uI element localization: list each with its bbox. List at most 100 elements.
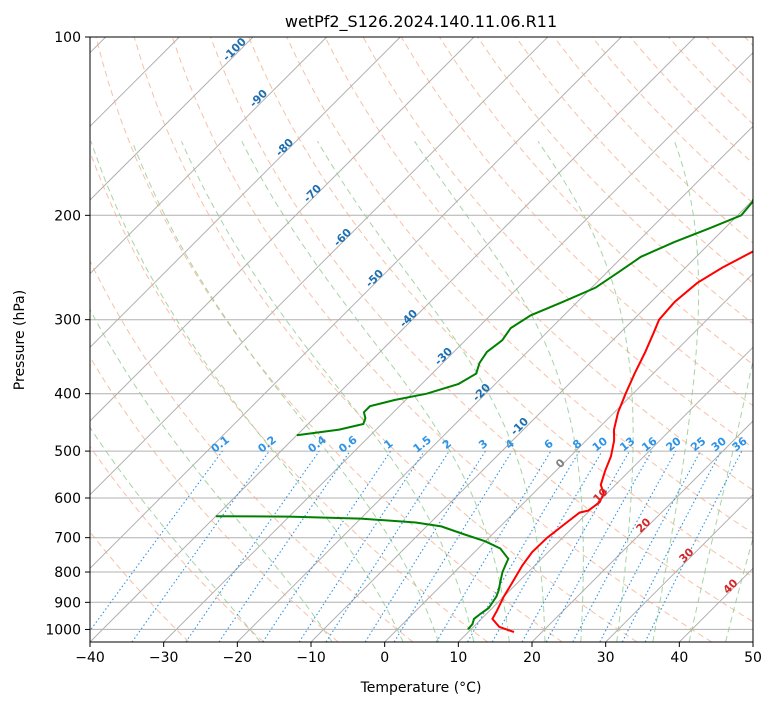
moist-adiabat-line xyxy=(90,308,333,642)
mixing-ratio-line xyxy=(298,450,425,642)
dewpoint-profile xyxy=(215,197,753,631)
moist-adiabat-line xyxy=(317,141,546,642)
x-tick-label: 40 xyxy=(670,650,688,666)
plot-frame xyxy=(89,36,754,643)
temperature-profile xyxy=(491,250,753,633)
grid-layer xyxy=(90,37,753,642)
y-tick-label: 500 xyxy=(54,444,81,460)
dry-adiabat-label: -10 xyxy=(508,415,531,438)
dry-adiabat-line xyxy=(706,37,753,86)
y-tick-label: 700 xyxy=(54,531,81,547)
dry-adiabat-label: -70 xyxy=(301,182,324,205)
isotherm-line xyxy=(457,346,753,642)
mixing-ratio-line xyxy=(262,450,392,642)
isotherm-line xyxy=(531,420,753,642)
isotherm-line xyxy=(236,125,753,642)
y-axis-label: Pressure (hPa) xyxy=(12,290,28,390)
dry-adiabat-label: -60 xyxy=(331,226,354,249)
dry-adiabat-label: -80 xyxy=(273,136,296,159)
axis-layer: −40 −30 −20 −10 0 10 20 30 40 5010009008007006005… xyxy=(45,30,762,666)
mixing-ratio-label: 0.6 xyxy=(336,433,360,455)
mixing-ratio-label: 1.5 xyxy=(411,433,434,455)
dry-adiabat-line xyxy=(324,37,753,491)
mixing-ratio-line xyxy=(572,450,677,642)
isotherm-line xyxy=(605,493,753,642)
mixing-ratio-label: 6 xyxy=(542,437,556,452)
dry-adiabat-label: -50 xyxy=(363,267,386,290)
mixing-ratio-line xyxy=(325,450,450,642)
dry-adiabat-label: -90 xyxy=(247,87,270,110)
moist-adiabat-line xyxy=(652,141,700,642)
dry-adiabat-label: -20 xyxy=(470,381,493,404)
dry-adiabat-line xyxy=(248,37,753,578)
x-tick-label: 50 xyxy=(744,650,762,666)
mixing-ratio-label: 2 xyxy=(440,437,454,452)
dry-adiabat-line xyxy=(171,37,712,642)
x-tick-label: −30 xyxy=(149,650,179,666)
dry-adiabat-label: -100 xyxy=(220,35,249,64)
x-tick-label: −40 xyxy=(75,650,105,666)
mixing-ratio-label: 0.1 xyxy=(209,433,232,455)
mixing-ratio-line xyxy=(131,450,270,642)
y-tick-label: 400 xyxy=(54,387,81,403)
moist-adiabat-line xyxy=(90,426,261,642)
dry-adiabat-line xyxy=(95,37,563,642)
dry-adiabat-line xyxy=(286,37,753,534)
isotherm-line xyxy=(90,37,696,642)
dry-adiabat-line xyxy=(90,259,414,642)
mixing-ratio-line xyxy=(545,450,653,642)
isotherm-line xyxy=(90,37,328,275)
moist-adiabat-line xyxy=(181,141,475,642)
dry-adiabat-line xyxy=(515,37,753,284)
isotherm-line xyxy=(752,641,753,642)
moist-adiabat-label: 0 xyxy=(553,456,568,471)
y-tick-label: 300 xyxy=(54,313,81,329)
moist-adiabat-line xyxy=(131,141,439,642)
mixing-ratio-label: 0.4 xyxy=(305,433,329,455)
isotherm-line xyxy=(384,272,753,642)
dry-adiabat-label: -40 xyxy=(397,307,420,330)
moist-adiabat-line xyxy=(414,141,584,642)
isotherm-line xyxy=(90,37,549,496)
mixing-ratio-line xyxy=(185,450,320,642)
isotherm-line xyxy=(90,37,622,570)
mixing-ratio-line xyxy=(364,450,486,642)
y-tick-label: 800 xyxy=(54,565,81,581)
dry-adiabat-line xyxy=(553,37,753,244)
dry-adiabat-line xyxy=(210,37,753,623)
x-tick-label: −10 xyxy=(296,650,326,666)
x-axis-label: Temperature (°C) xyxy=(360,680,482,696)
y-tick-label: 100 xyxy=(54,30,81,46)
x-tick-label: 10 xyxy=(449,650,467,666)
isotherm-line xyxy=(310,199,753,642)
mixing-ratio-line xyxy=(521,450,630,642)
dry-adiabat-line xyxy=(90,150,488,642)
moist-adiabat-line xyxy=(90,141,404,642)
mixing-ratio-line xyxy=(393,450,513,642)
moist-adiabat-label: 30 xyxy=(677,545,697,565)
moist-adiabat-line xyxy=(688,358,753,642)
y-tick-label: 1000 xyxy=(45,622,81,638)
mixing-ratio-line xyxy=(435,450,552,642)
mixing-ratio-label: 3 xyxy=(476,437,490,452)
moist-adiabat-line xyxy=(537,141,634,642)
dry-adiabat-label: -30 xyxy=(432,345,455,368)
dry-adiabat-line xyxy=(90,445,264,642)
y-tick-label: 600 xyxy=(54,491,81,507)
series-layer xyxy=(215,197,753,633)
x-tick-label: 20 xyxy=(523,650,541,666)
mixing-ratio-line xyxy=(218,450,351,642)
y-tick-label: 900 xyxy=(54,595,81,611)
isotherm-line xyxy=(163,51,753,642)
moist-adiabat-label: 20 xyxy=(634,515,654,535)
y-tick-label: 200 xyxy=(54,208,81,224)
mixing-ratio-line xyxy=(644,450,743,642)
isotherm-line xyxy=(90,37,254,201)
dry-adiabat-line xyxy=(133,37,638,642)
isotherm-line xyxy=(678,567,753,642)
moist-adiabat-line xyxy=(241,141,510,642)
isotherm-line xyxy=(90,37,401,349)
dry-adiabat-line xyxy=(90,531,190,642)
x-tick-label: 30 xyxy=(597,650,615,666)
